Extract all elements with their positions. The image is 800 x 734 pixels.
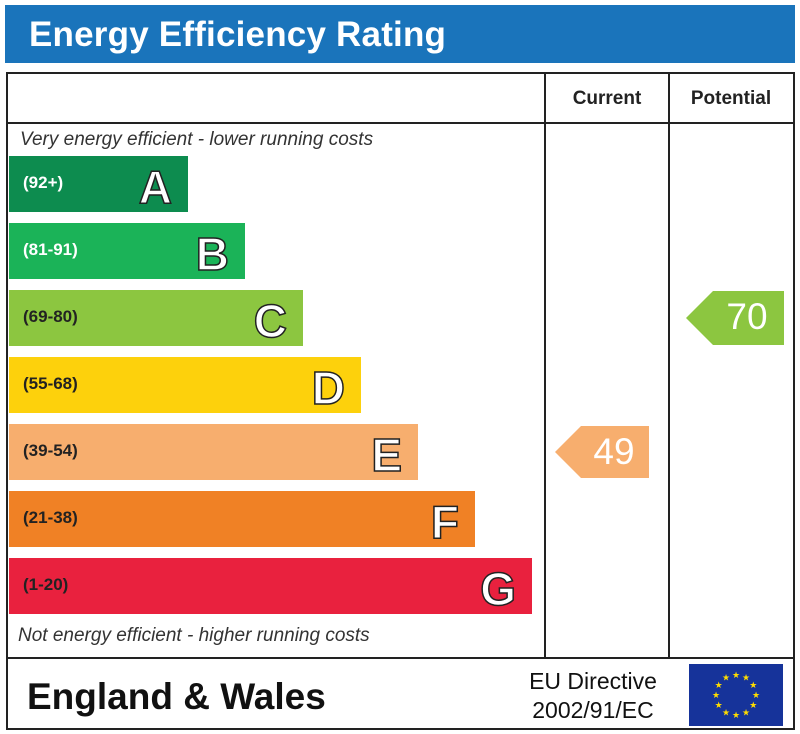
band-range-label: (92+) <box>23 173 64 192</box>
eu-star-icon: ★ <box>715 701 723 711</box>
band-c: (69-80) C <box>9 290 303 348</box>
band-range-label: (81-91) <box>23 240 78 259</box>
band-a: (92+) A <box>9 156 188 214</box>
current-column-divider <box>544 74 546 658</box>
potential-rating-value: 70 <box>726 296 768 337</box>
inefficient-note: Not energy efficient - higher running co… <box>18 625 370 646</box>
eu-directive: EU Directive 2002/91/EC <box>508 667 678 725</box>
potential-column-divider <box>668 74 670 658</box>
eu-star-icon: ★ <box>742 674 750 684</box>
eu-star-icon: ★ <box>715 681 723 691</box>
band-letter: D <box>311 361 346 415</box>
potential-column-header: Potential <box>690 88 772 109</box>
eu-star-icon: ★ <box>749 681 757 691</box>
current-rating-arrow: 49 <box>555 426 649 478</box>
eu-star-icon: ★ <box>712 691 720 701</box>
current-column-header: Current <box>572 88 642 109</box>
band-letter: F <box>430 495 460 549</box>
region-label: England & Wales <box>27 676 326 717</box>
footer-row-divider <box>8 657 793 659</box>
header-row-divider <box>8 122 793 124</box>
directive-title: EU Directive <box>529 668 657 694</box>
band-letter: G <box>479 562 516 616</box>
current-arrow-shape <box>555 426 649 478</box>
band-e: (39-54) E <box>9 424 418 482</box>
eu-star-icon: ★ <box>732 711 740 721</box>
potential-rating-arrow: 70 <box>686 291 784 345</box>
efficient-note: Very energy efficient - lower running co… <box>20 129 374 150</box>
eu-star-icon: ★ <box>749 701 757 711</box>
band-g: (1-20) G <box>9 558 532 616</box>
eu-star-icon: ★ <box>722 674 730 684</box>
band-range-label: (1-20) <box>23 575 69 594</box>
eu-star-icon: ★ <box>732 671 740 681</box>
band-letter: E <box>371 428 403 482</box>
band-f: (21-38) F <box>9 491 475 549</box>
band-range-label: (69-80) <box>23 307 78 326</box>
eu-star-icon: ★ <box>742 708 750 718</box>
eu-star-icon: ★ <box>722 708 730 718</box>
band-letter: C <box>253 294 288 348</box>
band-d: (55-68) D <box>9 357 361 415</box>
eu-flag-icon: ★ ★ ★ ★ ★ ★ ★ ★ ★ ★ ★ ★ <box>689 664 783 726</box>
band-b: (81-91) B <box>9 223 245 281</box>
potential-arrow-shape <box>686 291 784 345</box>
band-range-label: (21-38) <box>23 508 78 527</box>
band-letter: B <box>195 227 230 281</box>
header-bar: Energy Efficiency Rating <box>5 5 795 63</box>
band-range-label: (39-54) <box>23 441 78 460</box>
eu-star-icon: ★ <box>752 691 760 701</box>
rating-table <box>6 72 795 730</box>
current-rating-value: 49 <box>593 431 635 472</box>
band-range-label: (55-68) <box>23 374 78 393</box>
directive-number: 2002/91/EC <box>532 697 654 723</box>
band-letter: A <box>138 160 173 214</box>
page-title: Energy Efficiency Rating <box>29 15 447 54</box>
